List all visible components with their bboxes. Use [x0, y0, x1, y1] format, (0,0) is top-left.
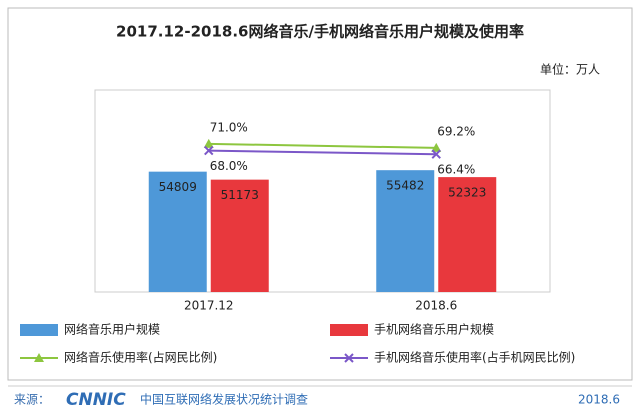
- legend-label: 手机网络音乐使用率(占手机网民比例): [374, 350, 575, 365]
- line-value-label: 69.2%: [437, 124, 475, 138]
- legend-label: 手机网络音乐用户规模: [374, 322, 494, 337]
- legend-marker: [34, 353, 44, 362]
- bar-value-label: 54809: [159, 180, 197, 194]
- legend-swatch: [20, 324, 58, 336]
- legend-swatch: [330, 324, 368, 336]
- line-marker: [203, 138, 214, 148]
- legend-label: 网络音乐使用率(占网民比例): [64, 350, 217, 365]
- line-value-label: 71.0%: [210, 120, 248, 134]
- footer-logo: CNNIC: [66, 390, 126, 410]
- legend-marker: [344, 353, 354, 363]
- bar-value-label: 52323: [448, 186, 486, 200]
- line-marker: [204, 145, 214, 156]
- footer-source: 中国互联网络发展状况统计调查: [140, 392, 308, 407]
- x-tick-label: 2018.6: [415, 299, 457, 313]
- line: [208, 142, 437, 149]
- line-marker: [431, 142, 442, 152]
- line-value-label: 68.0%: [210, 159, 248, 173]
- bar: [376, 170, 435, 292]
- bar-value-label: 55482: [386, 179, 424, 193]
- x-tick-label: 2017.12: [184, 299, 234, 313]
- bar: [210, 179, 269, 292]
- bar: [148, 171, 207, 292]
- plot-area: [94, 89, 551, 293]
- frame: [7, 7, 633, 381]
- chart-title: 2017.12-2018.6网络音乐/手机网络音乐用户规模及使用率: [116, 23, 524, 41]
- bar: [438, 177, 497, 292]
- footer-date: 2018.6: [578, 393, 620, 407]
- line-value-label: 66.4%: [437, 163, 475, 177]
- line: [208, 149, 437, 156]
- legend-label: 网络音乐用户规模: [64, 322, 160, 337]
- unit-label: 单位：万人: [540, 62, 600, 77]
- line-marker: [431, 149, 441, 159]
- footer-source-label: 来源：: [14, 393, 50, 407]
- bar-value-label: 51173: [221, 188, 259, 202]
